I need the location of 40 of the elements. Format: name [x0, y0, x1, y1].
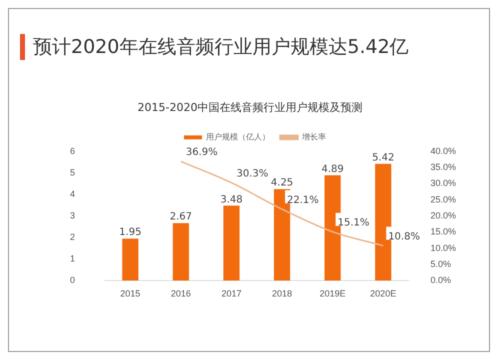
data-label: 5.42 — [372, 152, 394, 164]
y-tick-label: 4 — [70, 188, 76, 199]
y2-tick-label: 40.0% — [430, 146, 456, 156]
data-label: 22.1% — [287, 194, 319, 206]
data-label: 10.8% — [388, 231, 420, 242]
legend-label: 用户规模（亿人） — [206, 132, 270, 142]
y2-tick-label: 0.0% — [430, 275, 451, 286]
x-tick-label: 2018 — [272, 288, 292, 298]
data-label: 15.1% — [338, 217, 370, 228]
data-label: 2.67 — [170, 212, 192, 223]
y-tick-label: 0 — [70, 275, 76, 286]
y-tick-label: 5 — [70, 167, 76, 178]
data-label: 36.9% — [186, 147, 218, 158]
legend-label: 增长率 — [301, 132, 326, 142]
chart-title: 预计2020年在线音频行业用户规模达5.42亿 — [20, 34, 409, 60]
data-label: 4.25 — [270, 178, 294, 189]
data-label: 3.48 — [220, 194, 243, 206]
x-tick-label: 2017 — [221, 288, 242, 298]
y2-tick-label: 35.0% — [430, 162, 456, 172]
y2-tick-label: 30.0% — [430, 178, 456, 188]
x-tick-label: 2020E — [370, 288, 396, 298]
bar — [122, 238, 138, 281]
y2-tick-label: 5.0% — [430, 258, 451, 269]
y2-tick-label: 10.0% — [430, 242, 456, 253]
y-tick-label: 6 — [70, 146, 76, 156]
y2-tick-label: 20.0% — [430, 210, 456, 220]
y2-tick-label: 15.0% — [430, 226, 456, 237]
y-tick-label: 1 — [70, 254, 76, 264]
x-tick-label: 2015 — [120, 288, 140, 298]
y-tick-label: 3 — [70, 210, 76, 220]
y-tick-label: 2 — [70, 232, 76, 242]
data-label: 4.89 — [321, 164, 344, 175]
bar — [172, 223, 189, 281]
bar — [223, 206, 240, 281]
x-tick-label: 2016 — [170, 288, 191, 298]
y2-tick-label: 25.0% — [430, 194, 456, 204]
data-label: 1.95 — [119, 227, 142, 238]
data-label: 30.3% — [236, 168, 268, 180]
x-tick-label: 2019E — [320, 288, 346, 298]
chart-subtitle: 2015-2020中国在线音频行业用户规模及预测 — [136, 100, 364, 115]
